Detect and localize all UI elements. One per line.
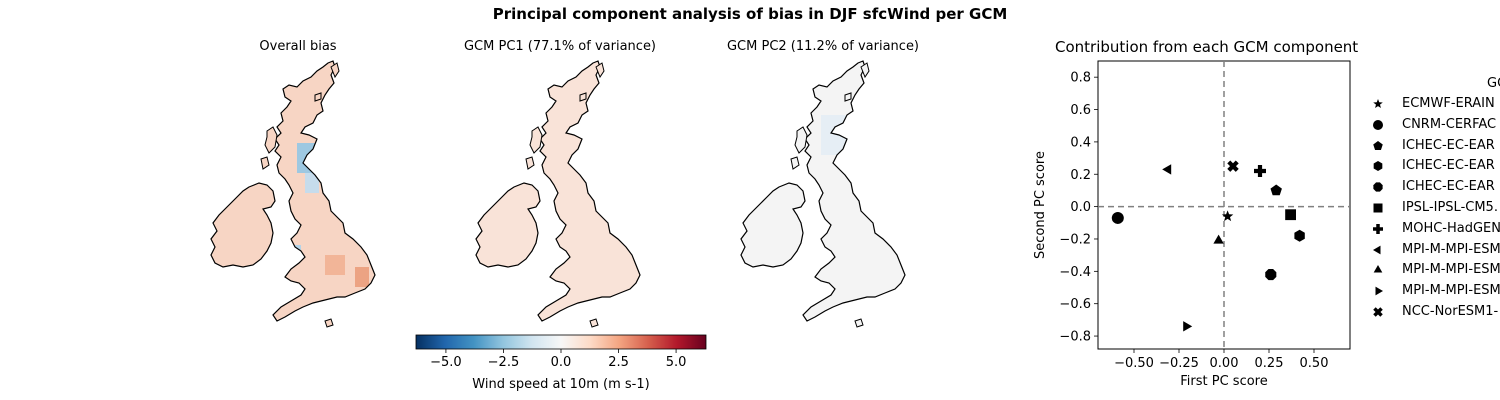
point-triangle-left [1162, 164, 1172, 175]
map-title-pc2: GCM PC2 (11.2% of variance) [726, 39, 920, 54]
y-axis-label: Second PC score [1033, 151, 1048, 259]
colorbar-label: Wind speed at 10m (m s-1) [472, 377, 650, 392]
y-tick-label: −0.2 [1059, 232, 1091, 247]
legend-label: MOHC-HadGEN [1402, 220, 1500, 236]
y-tick-label: 0.2 [1070, 168, 1091, 183]
x-tick-label: −0.50 [1114, 356, 1154, 371]
point-triangle-up [1213, 234, 1224, 244]
x-axis-label: First PC score [1180, 374, 1267, 389]
x-tick-label: 0.00 [1210, 356, 1239, 371]
legend-marker-triangle-up [1373, 265, 1383, 273]
legend-label: MPI-M-MPI-ESM [1402, 262, 1500, 278]
legend-label: MPI-M-MPI-ESM [1402, 283, 1500, 299]
colorbar: −5.0 −2.5 0.0 2.5 5.0 [415, 334, 707, 370]
legend-marker-plus [1373, 223, 1383, 234]
legend-marker-x-filled [1373, 307, 1383, 317]
point-plus [1254, 165, 1266, 178]
colorbar-tick-label: 5.0 [666, 355, 687, 370]
legend-marker-pentagon [1373, 140, 1383, 150]
legend-label: CNRM-CERFAC [1402, 116, 1497, 132]
colorbar-tick-label: 0.0 [551, 355, 572, 370]
legend-marker-star [1373, 99, 1383, 109]
scatter-title: Contribution from each GCM component [1055, 38, 1359, 56]
y-tick-label: 0.8 [1070, 71, 1091, 86]
legend-label: ICHEC-EC-EAR [1402, 137, 1495, 153]
legend-marker-octagon [1373, 182, 1383, 192]
y-tick-label: 0.6 [1070, 103, 1091, 118]
map-pc1 [475, 60, 641, 328]
x-tick-label: 0.50 [1300, 356, 1329, 371]
map-overall-bias [210, 60, 376, 328]
point-square [1285, 209, 1296, 221]
y-tick-label: −0.6 [1059, 297, 1091, 312]
legend-title: GC [1487, 76, 1500, 91]
point-triangle-right [1183, 321, 1193, 332]
legend-label: ECMWF-ERAIN [1402, 96, 1495, 111]
legend-label: IPSL-IPSL-CM5. [1402, 200, 1498, 215]
point-pentagon [1270, 184, 1282, 196]
map-title-pc1: GCM PC1 (77.1% of variance) [463, 39, 657, 54]
legend-label: MPI-M-MPI-ESM [1402, 241, 1500, 257]
x-tick-label: 0.25 [1255, 356, 1284, 371]
legend-label: ICHEC-EC-EAR [1402, 158, 1495, 174]
legend-label: NCC-NorESM1- [1402, 304, 1499, 319]
legend-marker-triangle-right [1375, 286, 1383, 296]
map-title-overall-bias: Overall bias [259, 39, 337, 54]
colorbar-gradient [415, 334, 707, 350]
y-tick-label: −0.4 [1059, 265, 1091, 280]
figure-title: Principal component analysis of bias in … [492, 5, 1008, 23]
legend-label: ICHEC-EC-EAR [1402, 179, 1495, 195]
point-x-filled [1227, 160, 1239, 172]
legend-marker-triangle-left [1373, 245, 1381, 254]
point-circle [1111, 211, 1124, 224]
colorbar-tick-label: 2.5 [608, 355, 629, 370]
point-octagon [1265, 269, 1277, 281]
point-star [1221, 210, 1234, 222]
x-tick-label: −0.25 [1159, 356, 1199, 371]
colorbar-tick-label: −5.0 [430, 355, 462, 370]
legend-marker-hexagon [1373, 161, 1383, 172]
colorbar-tick-label: −2.5 [488, 355, 520, 370]
y-tick-label: −0.8 [1059, 330, 1091, 345]
scatter-plot: −0.50 −0.25 0.00 0.25 0.50 −0.8 −0.6 −0.4 −0.2 0.… [1033, 60, 1351, 389]
legend-marker-circle [1373, 119, 1383, 130]
legend-marker-square [1373, 203, 1383, 213]
point-hexagon [1294, 229, 1305, 242]
y-tick-label: 0.4 [1070, 135, 1091, 150]
map-pc2 [740, 60, 906, 328]
y-tick-label: 0.0 [1070, 200, 1091, 215]
